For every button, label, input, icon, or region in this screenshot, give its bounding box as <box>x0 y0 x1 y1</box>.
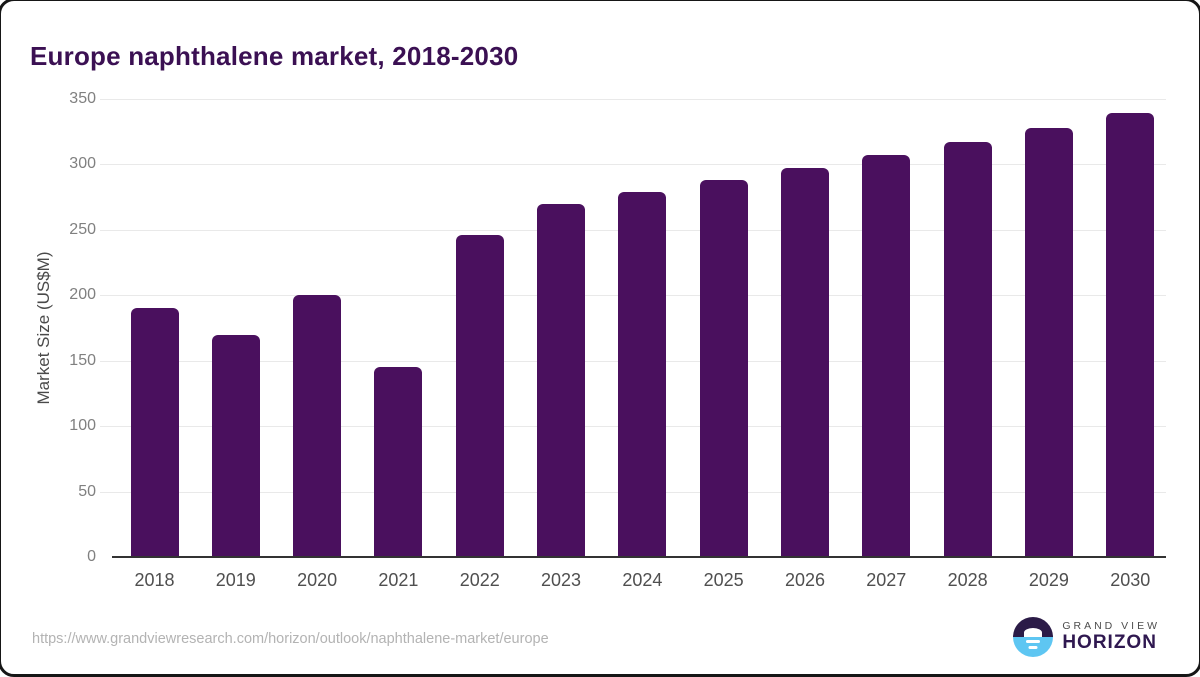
gridline <box>100 164 1166 166</box>
bar-2028 <box>943 142 992 557</box>
bar-2026 <box>780 168 829 557</box>
horizon-sun-icon <box>1013 617 1054 657</box>
bar-2030 <box>1106 113 1155 557</box>
chart-title: Europe naphthalene market, 2018-2030 <box>30 41 519 72</box>
bar-2018 <box>130 308 179 557</box>
y-tick-label: 150 <box>69 351 96 369</box>
x-tick-label: 2022 <box>459 570 500 590</box>
brand-name-top: GRAND VIEW <box>1062 620 1160 633</box>
x-tick-label: 2024 <box>622 570 663 590</box>
x-tick-label: 2028 <box>947 570 988 590</box>
x-tick-label: 2027 <box>866 570 907 590</box>
x-tick-label: 2030 <box>1110 570 1151 590</box>
bar-2021 <box>374 367 423 557</box>
x-tick-label: 2021 <box>378 570 419 590</box>
x-tick-label: 2025 <box>703 570 744 590</box>
y-tick-label: 50 <box>78 482 96 500</box>
x-tick-label: 2026 <box>784 570 825 590</box>
bar-2024 <box>618 191 667 557</box>
bar-2027 <box>862 155 911 557</box>
x-tick-label: 2018 <box>134 570 175 590</box>
brand-name-bottom: HORIZON <box>1062 632 1157 654</box>
y-axis-title: Market Size (US$M) <box>34 251 53 405</box>
y-tick-label: 350 <box>69 90 96 107</box>
x-tick-label: 2020 <box>297 570 338 590</box>
y-tick-label: 200 <box>69 286 96 304</box>
source-url: https://www.grandviewresearch.com/horizo… <box>32 631 549 647</box>
x-axis-line <box>112 556 1166 558</box>
bar-2029 <box>1024 127 1073 557</box>
y-tick-label: 300 <box>69 155 96 173</box>
y-tick-label: 250 <box>69 220 96 238</box>
bar-2025 <box>699 180 748 557</box>
gridline <box>100 99 1166 100</box>
brand-wordmark: GRAND VIEW HORIZON <box>1062 620 1160 654</box>
sun-reflection-line <box>1028 645 1038 649</box>
bar-2023 <box>537 203 586 557</box>
x-tick-label: 2023 <box>541 570 582 590</box>
sun-reflection-line <box>1026 639 1041 643</box>
bar-2019 <box>211 334 260 557</box>
x-tick-label: 2019 <box>215 570 256 590</box>
y-tick-label: 0 <box>87 548 96 565</box>
bar-2020 <box>293 295 342 557</box>
x-tick-label: 2029 <box>1028 570 1069 590</box>
bar-2022 <box>455 235 504 557</box>
sun-shape <box>1024 628 1043 637</box>
y-tick-label: 100 <box>69 417 96 435</box>
brand-logo: GRAND VIEW HORIZON <box>1013 617 1160 657</box>
